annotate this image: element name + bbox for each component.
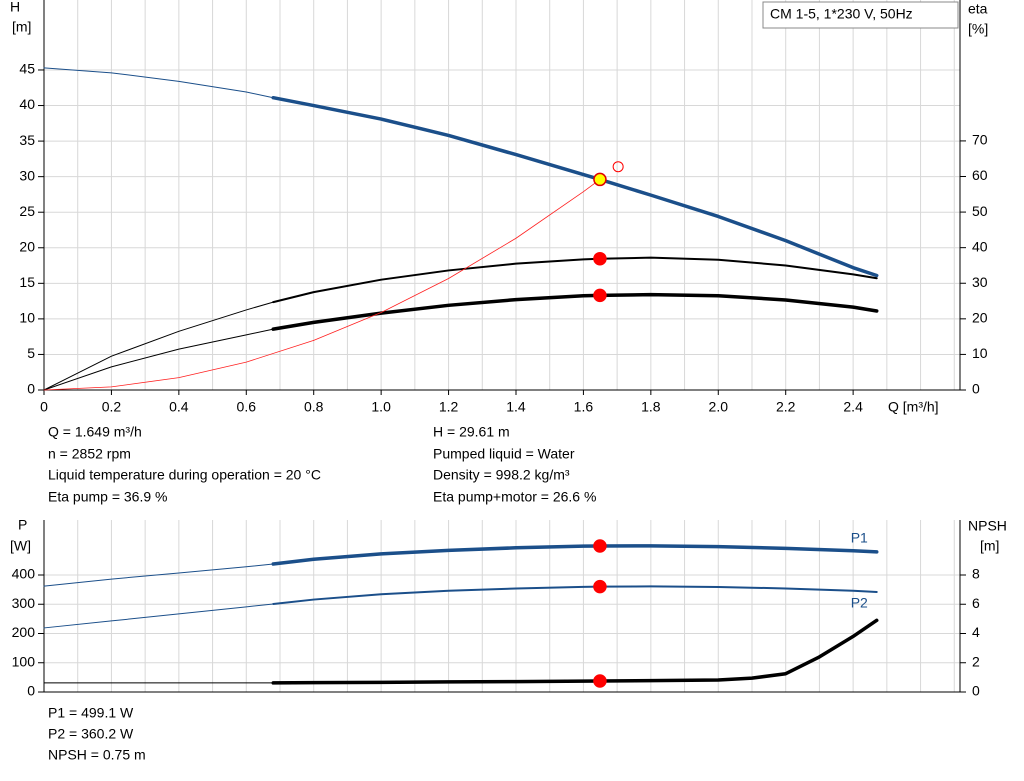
y2-tick-label: 0 xyxy=(972,683,980,699)
x-tick-label: 2.4 xyxy=(843,399,863,415)
curve xyxy=(271,544,879,566)
curve xyxy=(271,618,879,685)
x-tick-label: 1.2 xyxy=(439,399,459,415)
x-tick-label: 0.6 xyxy=(237,399,257,415)
x-tick-label: 0 xyxy=(40,399,48,415)
readout: Q = 1.649 m³/h xyxy=(48,424,142,440)
x-tick-label: 2.2 xyxy=(776,399,796,415)
y2-tick-label: 60 xyxy=(972,167,988,183)
y2-axis-unit: [m] xyxy=(980,538,999,554)
readout: Liquid temperature during operation = 20… xyxy=(48,467,321,483)
x-tick-label: 1.6 xyxy=(574,399,594,415)
duty-point xyxy=(593,674,607,688)
y-tick-label: 0 xyxy=(27,683,35,699)
curve xyxy=(43,563,274,587)
y2-tick-label: 30 xyxy=(972,274,988,290)
x-tick-label: 0.4 xyxy=(169,399,189,415)
duty-point xyxy=(593,579,607,594)
curve xyxy=(271,292,879,331)
duty-point xyxy=(593,251,607,266)
y2-tick-label: 6 xyxy=(972,595,980,611)
y2-tick-label: 2 xyxy=(972,653,980,669)
readout: Eta pump = 36.9 % xyxy=(48,489,167,505)
series-label: P2 xyxy=(851,595,868,611)
y2-tick-label: 70 xyxy=(972,132,988,148)
readout: H = 29.61 m xyxy=(433,424,510,440)
y-tick-label: 400 xyxy=(12,566,36,582)
y2-tick-label: 10 xyxy=(972,345,988,361)
x-tick-label: 1.8 xyxy=(641,399,661,415)
y2-tick-label: 50 xyxy=(972,203,988,219)
y-axis-unit: [m] xyxy=(12,19,31,35)
y-tick-label: 10 xyxy=(19,310,35,326)
y2-tick-label: 8 xyxy=(972,566,980,582)
curve xyxy=(43,340,315,391)
x-tick-label: 0.2 xyxy=(102,399,122,415)
duty-point xyxy=(593,172,607,187)
plot: 0 5 10 15 20 25 30 35 40 45 0 10 20 30 40 50 60 70 0 0.2 0.4… xyxy=(10,0,988,415)
curve xyxy=(43,301,274,391)
x-tick-label: 1.4 xyxy=(506,399,526,415)
readout: NPSH = 0.75 m xyxy=(48,747,146,763)
readout: P1 = 499.1 W xyxy=(48,705,134,721)
x-tick-label: 1.0 xyxy=(371,399,391,415)
y-tick-label: 25 xyxy=(19,203,35,219)
y2-tick-label: 4 xyxy=(972,624,980,640)
readout: Density = 998.2 kg/m³ xyxy=(433,467,570,483)
readout: Eta pump+motor = 26.6 % xyxy=(433,489,596,505)
duty-point xyxy=(593,539,607,553)
curve xyxy=(43,67,274,99)
curve xyxy=(43,603,274,629)
readout: n = 2852 rpm xyxy=(48,446,131,462)
y2-tick-label: 40 xyxy=(972,238,988,254)
y-tick-label: 15 xyxy=(19,274,35,290)
y-axis-title: H xyxy=(10,0,20,15)
y-tick-label: 300 xyxy=(12,595,36,611)
plot: 0 100 200 300 400 0 2 4 6 8 P [W] NPSH [m] P1 P2 xyxy=(10,517,1007,699)
y2-axis-title: eta xyxy=(968,1,988,17)
x-tick-label: 2.0 xyxy=(709,399,729,415)
curve xyxy=(271,95,879,278)
title-box xyxy=(762,1,959,29)
curve xyxy=(313,179,601,341)
y-axis-title: P xyxy=(18,517,27,533)
y-tick-label: 35 xyxy=(19,132,35,148)
y2-tick-label: 20 xyxy=(972,310,988,326)
duty-point xyxy=(612,161,624,173)
y2-axis-title: NPSH xyxy=(968,518,1007,534)
y-tick-label: 5 xyxy=(27,345,35,361)
y-axis-unit: [W] xyxy=(10,538,31,554)
y2-tick-label: 0 xyxy=(972,381,980,397)
y-tick-label: 200 xyxy=(12,624,36,640)
y2-axis-unit: [%] xyxy=(968,21,988,37)
readout: Pumped liquid = Water xyxy=(433,446,575,462)
readout: P2 = 360.2 W xyxy=(48,726,134,742)
curve xyxy=(272,256,878,304)
y-tick-label: 30 xyxy=(19,167,35,183)
x-tick-label: 0.8 xyxy=(304,399,324,415)
y-tick-label: 45 xyxy=(19,61,35,77)
duty-point xyxy=(593,288,607,303)
chart-title: CM 1-5, 1*230 V, 50Hz xyxy=(770,6,913,22)
y-tick-label: 0 xyxy=(27,381,35,397)
y-tick-label: 20 xyxy=(19,238,35,254)
y-tick-label: 40 xyxy=(19,96,35,112)
curve xyxy=(43,328,274,391)
curve xyxy=(272,585,878,605)
series-label: P1 xyxy=(851,530,868,546)
x-axis-title: Q [m³/h] xyxy=(888,399,939,415)
y-tick-label: 100 xyxy=(12,653,36,669)
